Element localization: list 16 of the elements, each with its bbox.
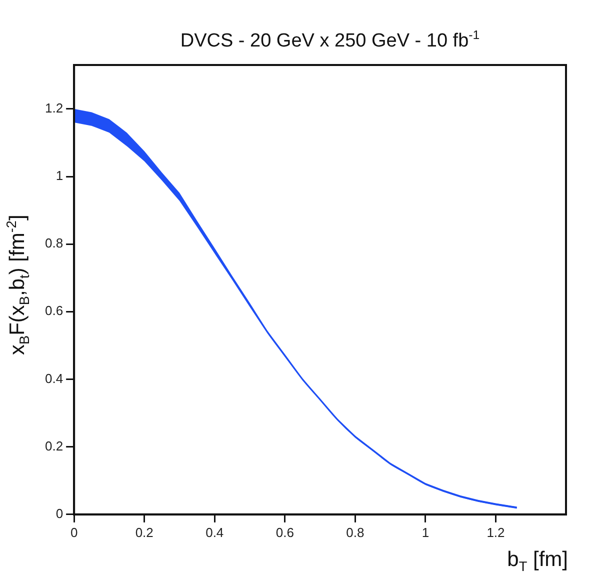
- x-axis-title: b$_{T}$ [fm]: [507, 548, 568, 574]
- x-tick-label: 0: [70, 524, 78, 540]
- y-tick-label: 0.2: [44, 438, 64, 454]
- y-tick-label: 0.8: [44, 236, 64, 251]
- x-tick-label: 0.4: [206, 524, 224, 540]
- y-tick-label: 1: [56, 168, 64, 184]
- x-tick-label: 0.8: [346, 524, 364, 540]
- x-tick-label: 0.2: [135, 524, 154, 540]
- y-tick-label: 0: [56, 506, 64, 521]
- chart-title: DVCS - 20 GeV x 250 GeV - 10 fb$^{-1}$: [179, 28, 481, 52]
- x-tick-label: 1.2: [486, 524, 505, 540]
- x-tick-label: 0.6: [276, 524, 294, 540]
- y-tick-label: 0.4: [44, 370, 64, 386]
- y-tick-label: 0.6: [44, 303, 64, 318]
- x-tick-label: 1: [422, 524, 430, 540]
- y-tick-label: 1.2: [44, 100, 64, 116]
